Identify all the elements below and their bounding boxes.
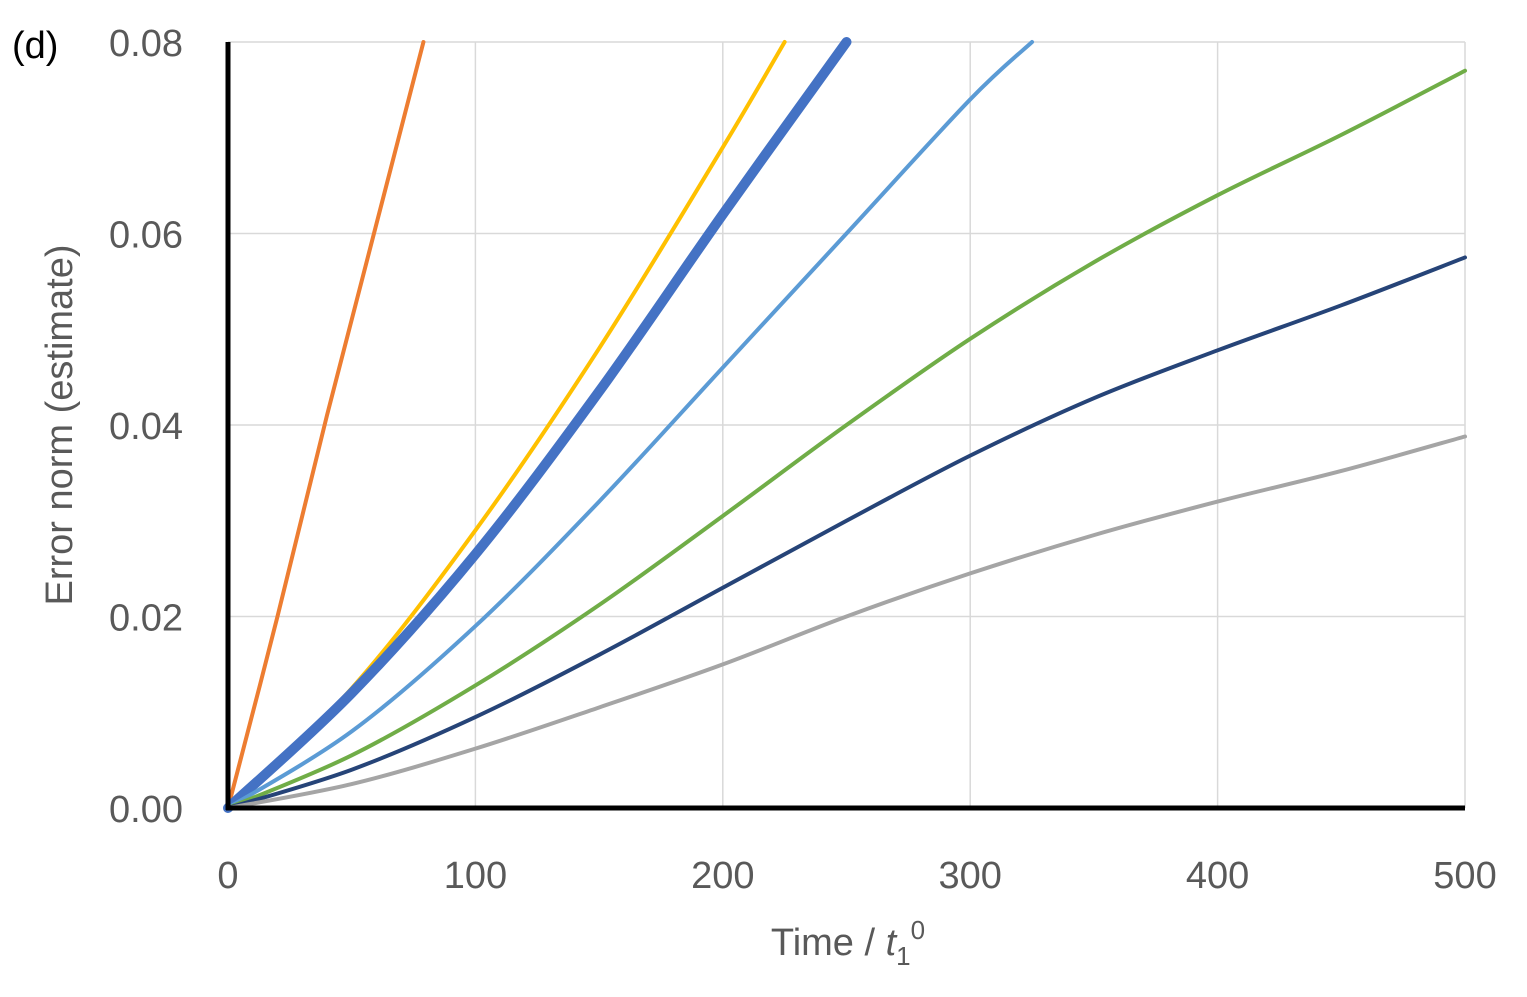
series-orange: [226, 40, 426, 810]
y-tick-label-2: 0.04: [109, 406, 183, 448]
y-tick-label-3: 0.06: [109, 215, 183, 257]
series-blue-thick: [223, 37, 852, 813]
x-tick-label-2: 200: [691, 855, 754, 897]
x-axis-title-var: t: [886, 922, 898, 964]
x-tick-label-3: 300: [938, 855, 1001, 897]
x-tick-label-0: 0: [217, 855, 238, 897]
x-axis-title: Time / t10: [771, 915, 925, 971]
x-tick-label-1: 100: [444, 855, 507, 897]
x-tick-label-4: 400: [1186, 855, 1249, 897]
series-gray: [226, 434, 1467, 810]
x-tick-labels: 0 100 200 300 400 500: [217, 855, 1496, 897]
series-dark-blue: [226, 255, 1467, 810]
series-light-blue: [226, 40, 1035, 810]
y-tick-labels: 0.00 0.02 0.04 0.06 0.08: [109, 23, 183, 831]
y-tick-label-4: 0.08: [109, 23, 183, 65]
panel-label: (d): [12, 25, 58, 67]
x-tick-label-5: 500: [1433, 855, 1496, 897]
series-green: [226, 68, 1467, 810]
series-lines: [223, 37, 1467, 813]
x-axis-title-prefix: Time /: [771, 922, 886, 964]
x-axis-title-sub: 1: [896, 941, 910, 971]
y-tick-label-0: 0.00: [109, 789, 183, 831]
y-tick-label-1: 0.02: [109, 598, 183, 640]
axes: [225, 42, 1465, 811]
x-axis-title-sup: 0: [911, 915, 925, 945]
y-axis-title: Error norm (estimate): [39, 244, 81, 605]
